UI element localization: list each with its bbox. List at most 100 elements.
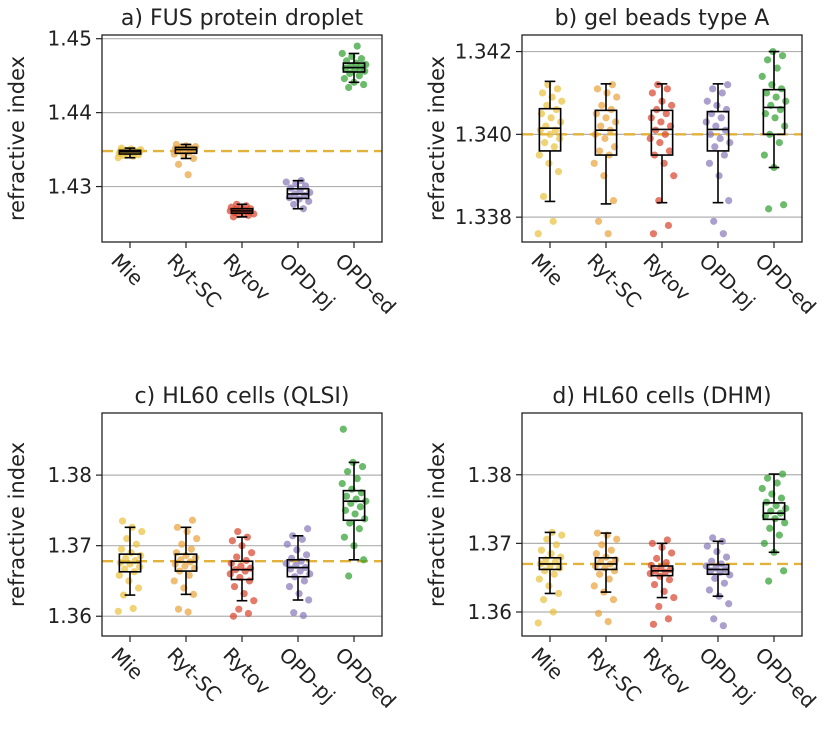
x-tick-label: Ryt-SC [582,643,646,707]
box [650,109,674,156]
data-point [717,114,725,122]
data-point [293,546,301,554]
series-ryt-sc [590,81,621,238]
data-point [552,541,561,549]
data-point [340,533,348,541]
data-point [713,548,721,556]
data-point [189,154,198,163]
data-point [305,596,313,604]
data-point [228,537,236,545]
data-point [601,134,609,143]
series-opd-pj [702,534,734,630]
data-point [184,171,192,179]
data-point [595,147,604,155]
data-point [358,463,367,471]
data-point [612,118,620,126]
data-point [705,159,714,167]
data-point [710,615,718,623]
box [342,489,366,522]
data-point [188,516,197,524]
data-point [123,535,131,543]
data-point [302,551,311,559]
data-point [773,479,781,487]
data-point [711,143,719,151]
data-point [782,97,790,105]
data-point [173,523,182,531]
series-rytov [646,536,678,628]
x-tick-label: Rytov [638,643,695,700]
data-point [656,139,664,147]
data-point [724,81,732,89]
data-point [649,230,658,238]
data-point [556,564,564,572]
data-point [543,535,551,543]
data-point [760,151,768,159]
data-point [250,597,258,605]
data-point [134,584,143,592]
series-ryt-sc [170,140,200,179]
data-point [248,549,256,557]
series-mie [114,144,145,162]
data-point [709,534,717,542]
data-point [306,188,314,197]
data-point [702,562,710,570]
data-point [343,467,352,476]
data-point [244,609,253,618]
data-point [340,75,348,83]
data-point [129,604,137,613]
data-point [703,97,711,105]
data-point [605,575,613,583]
data-point [183,527,191,536]
data-point [345,83,353,92]
data-point [547,114,555,122]
data-point [720,151,729,159]
x-tick-label: OPD-ed [330,643,400,713]
data-point [595,570,604,578]
data-point [775,139,783,147]
box [706,110,730,152]
chart-panel-2: b) gel beads type A refractive index 1.338… [425,6,821,319]
data-point [709,85,717,93]
data-point [598,541,606,549]
data-point [706,130,715,138]
data-point [772,502,780,510]
data-point [546,130,554,138]
data-point [721,126,730,134]
data-point [193,535,201,543]
data-point [593,85,602,93]
plot-frame [101,34,383,243]
data-point [705,586,714,594]
data-point [230,583,239,591]
data-point [237,562,245,570]
data-point [594,609,603,617]
data-point [778,470,787,478]
data-point [556,134,564,143]
y-tick-label: 1.38 [467,463,512,487]
data-point [547,550,555,558]
data-point [338,49,346,58]
data-point [172,549,180,557]
data-point [663,85,671,93]
data-point [715,172,723,180]
data-point [651,126,660,134]
data-point [554,589,563,598]
data-point [296,567,304,575]
data-point [187,545,195,553]
data-point [121,565,129,573]
x-tick-label: Mie [106,643,148,685]
plot-frame [521,412,803,637]
data-point [127,549,135,557]
data-point [117,545,126,553]
data-point [172,140,180,149]
data-point [346,519,354,527]
x-tick-label: Rytov [218,643,275,700]
series-rytov [226,527,258,620]
data-point [590,159,598,167]
data-point [763,474,772,482]
data-point [662,110,670,118]
data-point [598,101,606,109]
data-point [345,572,353,580]
data-point [716,134,724,143]
plot-frame [101,412,383,637]
data-point [351,510,359,518]
